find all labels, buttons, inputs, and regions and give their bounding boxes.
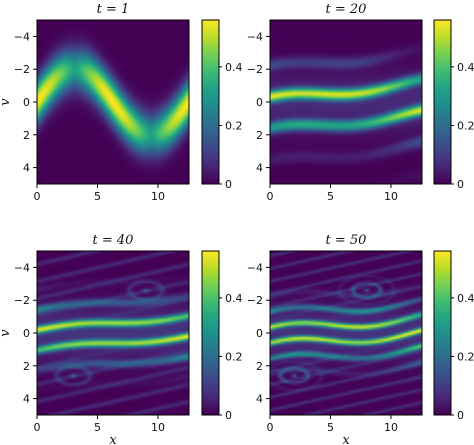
y-tick-label: 0 (23, 96, 30, 109)
x-axis-label: x (109, 433, 117, 445)
y-tick-label: 4 (23, 162, 30, 175)
y-tick-label: 2 (23, 360, 30, 373)
colorbar-tick-label: 0.2 (225, 350, 243, 363)
colorbar (433, 19, 452, 185)
x-tick-label: 10 (384, 421, 398, 434)
panel-3: t = 40 0 5 10 −4 −2 0 2 4 v x 0 0.2 0.4 (0, 233, 243, 445)
y-tick-label: 4 (256, 162, 263, 175)
colorbar-tick-label: 0.4 (225, 292, 243, 305)
panel-title: t = 20 (326, 2, 367, 17)
panel-2: t = 20 0 5 10 −4 −2 0 2 4 0 0.2 0.4 (247, 2, 474, 203)
colorbar (201, 19, 220, 185)
y-tick-label: 0 (256, 96, 263, 109)
panel-4: t = 50 0 5 10 −4 −2 0 2 4 x 0 0.2 0.4 (247, 233, 474, 445)
x-tick-label: 10 (384, 190, 398, 203)
heatmap-image (37, 20, 189, 184)
x-tick-label: 0 (267, 421, 274, 434)
colorbar-tick-label: 0 (457, 409, 464, 422)
panel-title: t = 40 (93, 233, 134, 248)
colorbar-tick-label: 0 (457, 178, 464, 191)
x-tick-label: 0 (267, 190, 274, 203)
y-tick-label: −2 (14, 63, 30, 76)
heatmap-image (270, 251, 422, 415)
y-tick-label: 0 (23, 327, 30, 340)
panel-1: t = 1 0 5 10 −4 −2 0 2 4 v 0 0.2 0.4 (0, 2, 243, 203)
panel-title: t = 1 (97, 2, 130, 17)
y-tick-label: −2 (247, 63, 263, 76)
y-tick-label: −4 (247, 261, 263, 274)
y-axis-label: v (0, 329, 13, 337)
x-tick-label: 5 (94, 421, 101, 434)
x-tick-label: 0 (34, 421, 41, 434)
y-tick-label: 4 (23, 393, 30, 406)
colorbar-tick-label: 0.4 (225, 61, 243, 74)
colorbar-tick-label: 0.4 (457, 61, 474, 74)
heatmap-image (270, 20, 422, 184)
x-tick-label: 10 (151, 190, 165, 203)
x-tick-label: 10 (151, 421, 165, 434)
colorbar (433, 250, 452, 416)
x-tick-label: 5 (327, 190, 334, 203)
colorbar (201, 250, 220, 416)
y-tick-label: −2 (247, 294, 263, 307)
y-tick-label: −4 (14, 30, 30, 43)
colorbar-tick-label: 0.4 (457, 292, 474, 305)
x-tick-label: 5 (94, 190, 101, 203)
x-axis-label: x (342, 433, 350, 445)
y-tick-label: 2 (256, 360, 263, 373)
x-tick-label: 5 (327, 421, 334, 434)
y-axis-label: v (0, 98, 13, 106)
y-tick-label: −4 (247, 30, 263, 43)
y-tick-label: 2 (256, 129, 263, 142)
colorbar-tick-label: 0.2 (225, 119, 243, 132)
y-tick-label: 4 (256, 393, 263, 406)
colorbar-tick-label: 0 (225, 409, 232, 422)
colorbar-tick-label: 0.2 (457, 350, 474, 363)
colorbar-tick-label: 0.2 (457, 119, 474, 132)
y-tick-label: 2 (23, 129, 30, 142)
heatmap-image (37, 251, 189, 415)
x-tick-label: 0 (34, 190, 41, 203)
panel-title: t = 50 (326, 233, 367, 248)
y-tick-label: −4 (14, 261, 30, 274)
y-tick-label: −2 (14, 294, 30, 307)
y-tick-label: 0 (256, 327, 263, 340)
colorbar-tick-label: 0 (225, 178, 232, 191)
